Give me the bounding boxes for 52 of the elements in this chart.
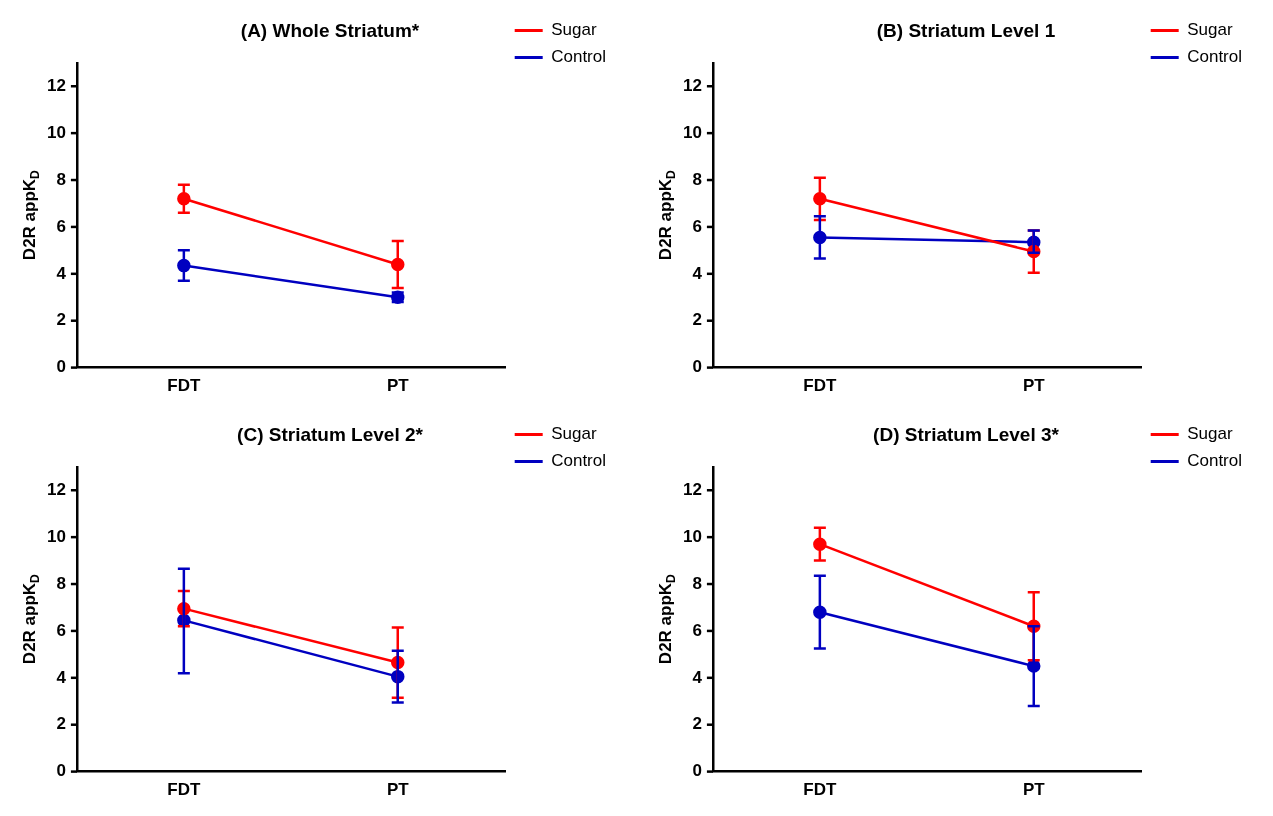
chart-title: (B) Striatum Level 1: [876, 19, 1056, 41]
legend-label: Sugar: [1187, 20, 1233, 40]
chart-title: (D) Striatum Level 3*: [873, 423, 1060, 445]
y-tick-label: 4: [56, 667, 67, 687]
y-tick-label: 10: [682, 526, 702, 546]
y-tick-label: 8: [56, 573, 66, 593]
y-axis-title: D2R appKD: [19, 573, 43, 665]
x-tick-label: PT: [386, 780, 410, 800]
y-tick-label: 12: [682, 479, 702, 499]
y-axis-title: D2R appKD: [19, 169, 43, 261]
x-tick-label: FDT: [803, 376, 837, 396]
y-tick-label: 4: [56, 263, 67, 283]
y-tick-label: 2: [56, 310, 66, 330]
y-tick-label: 0: [692, 761, 702, 781]
y-tick-label: 12: [46, 75, 66, 95]
x-tick-label: PT: [386, 376, 410, 396]
legend-label: Sugar: [551, 20, 597, 40]
y-tick-label: 2: [692, 714, 702, 734]
legend-label: Sugar: [1187, 424, 1233, 444]
y-tick-label: 2: [56, 714, 66, 734]
y-tick-label: 6: [692, 216, 702, 236]
y-axis-title: D2R appKD: [655, 169, 679, 261]
y-tick-label: 10: [682, 122, 702, 142]
y-axis-title: D2R appKD: [655, 573, 679, 665]
legend-label: Control: [551, 47, 607, 67]
y-tick-label: 8: [692, 169, 702, 189]
y-tick-label: 4: [692, 263, 703, 283]
y-tick-label: 10: [46, 122, 66, 142]
legend-label: Control: [1187, 451, 1243, 471]
x-tick-label: FDT: [167, 376, 201, 396]
y-tick-label: 6: [692, 620, 702, 640]
y-tick-label: 0: [692, 357, 702, 377]
x-tick-label: PT: [1022, 376, 1046, 396]
chart-title: (C) Striatum Level 2*: [237, 423, 424, 445]
y-tick-label: 2: [692, 310, 702, 330]
legend-label: Control: [551, 451, 607, 471]
y-tick-label: 10: [46, 526, 66, 546]
x-tick-label: FDT: [803, 780, 837, 800]
y-tick-label: 6: [56, 620, 66, 640]
legend-label: Sugar: [551, 424, 597, 444]
y-tick-label: 12: [46, 479, 66, 499]
y-tick-label: 8: [692, 573, 702, 593]
y-tick-label: 8: [56, 169, 66, 189]
x-tick-label: FDT: [167, 780, 201, 800]
y-tick-label: 0: [56, 761, 66, 781]
y-tick-label: 12: [682, 75, 702, 95]
y-tick-label: 0: [56, 357, 66, 377]
x-tick-label: PT: [1022, 780, 1046, 800]
legend-label: Control: [1187, 47, 1243, 67]
y-tick-label: 6: [56, 216, 66, 236]
y-tick-label: 4: [692, 667, 703, 687]
chart-title: (A) Whole Striatum*: [240, 19, 420, 41]
